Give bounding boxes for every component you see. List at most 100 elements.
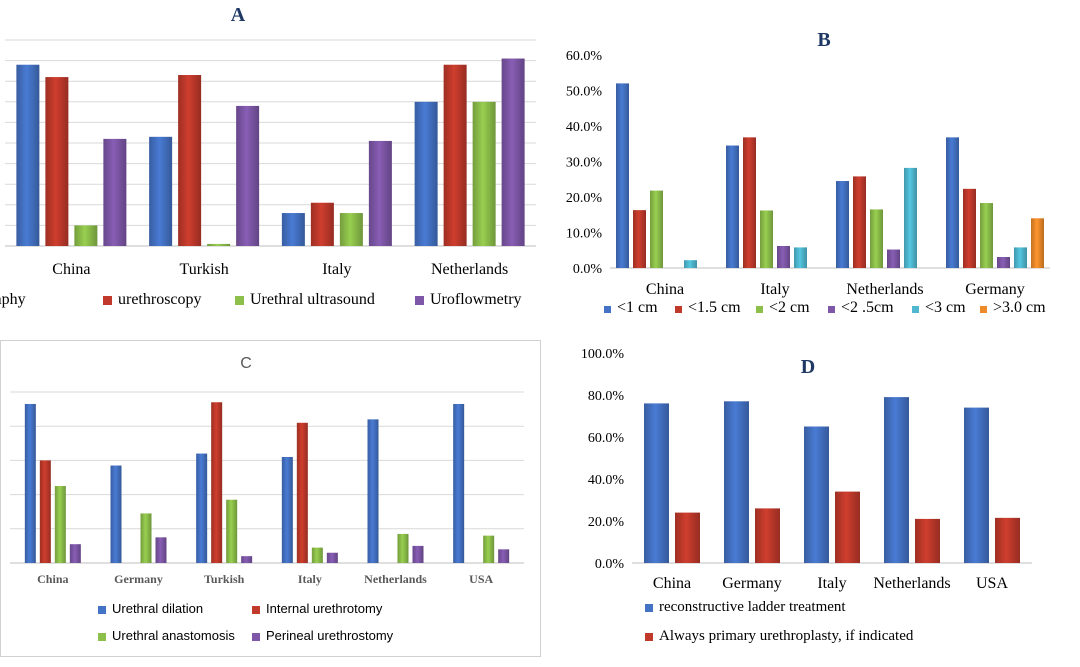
legend-label: rethrography bbox=[0, 291, 26, 308]
panel-a-title: A bbox=[231, 4, 246, 26]
bar-b-2-1 bbox=[853, 176, 866, 268]
bar-c-4-3 bbox=[412, 545, 424, 563]
x-tick-label: USA bbox=[976, 575, 1008, 592]
bar-a-1-0 bbox=[149, 136, 173, 246]
legend-swatch bbox=[645, 604, 653, 612]
panel-a: A China Turkish Italy Netherlands rethrogra… bbox=[0, 4, 536, 308]
bar-c-2-3 bbox=[241, 556, 253, 563]
y-tick-label: 0.0% bbox=[573, 262, 603, 277]
bar-b-1-3 bbox=[777, 245, 790, 268]
bar-b-3-5 bbox=[1031, 218, 1044, 268]
x-tick-label: Netherlands bbox=[873, 575, 950, 592]
y-tick-label: 0.0% bbox=[595, 557, 625, 572]
legend-label: <3 cm bbox=[925, 299, 966, 316]
bar-d-2-1 bbox=[835, 491, 860, 563]
x-tick-label: China bbox=[646, 281, 684, 298]
bar-a-3-1 bbox=[443, 64, 467, 246]
bar-a-1-1 bbox=[178, 75, 202, 247]
panel-b-title: B bbox=[817, 29, 830, 51]
bar-d-3-1 bbox=[915, 518, 940, 563]
legend-label: <1 cm bbox=[617, 299, 658, 316]
panel-c-frame bbox=[0, 340, 541, 657]
y-tick-label: 40.0% bbox=[566, 120, 603, 135]
legend-label: urethroscopy bbox=[118, 291, 202, 308]
bar-c-2-1 bbox=[211, 402, 223, 563]
bar-a-3-2 bbox=[472, 101, 496, 246]
x-tick-label: China bbox=[52, 261, 90, 278]
legend-label: <1.5 cm bbox=[688, 299, 741, 316]
bar-b-3-1 bbox=[963, 188, 976, 268]
legend-swatch bbox=[415, 296, 424, 305]
bar-c-0-1 bbox=[39, 460, 51, 563]
bar-a-3-0 bbox=[414, 101, 438, 246]
bar-c-3-2 bbox=[311, 547, 323, 563]
bar-a-1-2 bbox=[207, 243, 231, 246]
y-tick-label: 60.0% bbox=[566, 49, 603, 64]
bar-a-3-3 bbox=[501, 58, 525, 246]
bar-b-2-4 bbox=[904, 167, 917, 268]
legend-swatch bbox=[604, 306, 611, 313]
x-tick-label: Netherlands bbox=[431, 261, 508, 278]
bar-b-0-0 bbox=[616, 83, 629, 269]
bar-a-0-1 bbox=[45, 77, 69, 246]
legend-swatch bbox=[756, 306, 763, 313]
legend-label: Internal urethrotomy bbox=[266, 601, 383, 616]
legend-swatch bbox=[98, 633, 106, 641]
bar-c-5-2 bbox=[483, 535, 495, 563]
bar-a-0-0 bbox=[16, 64, 40, 246]
x-tick-label: Netherlands bbox=[846, 281, 923, 298]
bar-b-0-1 bbox=[633, 210, 646, 268]
bar-c-3-1 bbox=[296, 422, 308, 563]
y-tick-label: 60.0% bbox=[588, 431, 625, 446]
bar-b-3-0 bbox=[946, 137, 959, 268]
bar-c-5-3 bbox=[498, 549, 510, 563]
bar-b-0-4 bbox=[684, 260, 697, 268]
bar-a-2-3 bbox=[368, 140, 392, 246]
bar-b-0-2 bbox=[650, 190, 663, 268]
y-tick-label: 20.0% bbox=[588, 515, 625, 530]
x-tick-label: Turkish bbox=[180, 261, 229, 278]
panel-c: C China Germany Turkish Italy Netherlands USA… bbox=[0, 340, 541, 657]
bar-a-2-0 bbox=[281, 213, 305, 246]
bar-c-2-0 bbox=[196, 453, 208, 563]
bar-b-2-0 bbox=[836, 181, 849, 268]
legend-swatch bbox=[980, 306, 987, 313]
bar-c-0-0 bbox=[24, 403, 36, 563]
y-tick-label: 100.0% bbox=[581, 347, 625, 362]
panel-d: D 0.0% 20.0% 40.0% 60.0% 80.0% 100.0% China Ge… bbox=[581, 347, 1032, 644]
bar-b-3-4 bbox=[1014, 247, 1027, 268]
legend-swatch bbox=[675, 306, 682, 313]
bar-c-0-3 bbox=[69, 544, 81, 563]
y-tick-label: 40.0% bbox=[588, 473, 625, 488]
legend-label: <2 .5cm bbox=[841, 299, 894, 316]
bar-b-1-1 bbox=[743, 137, 756, 268]
bar-d-0-1 bbox=[675, 512, 700, 563]
x-tick-label: Italy bbox=[817, 575, 846, 592]
bar-c-1-3 bbox=[155, 537, 167, 563]
x-tick-label: Germany bbox=[965, 281, 1025, 298]
legend-label: Uroflowmetry bbox=[430, 291, 522, 308]
panel-c-title: C bbox=[240, 355, 252, 372]
x-tick-label: Italy bbox=[298, 572, 322, 586]
legend-swatch bbox=[235, 296, 244, 305]
legend-swatch bbox=[98, 606, 106, 614]
x-tick-label: Germany bbox=[722, 575, 782, 592]
legend-label: Always primary urethroplasty, if indicat… bbox=[659, 628, 914, 644]
legend-label: Urethral ultrasound bbox=[250, 291, 375, 308]
bar-c-0-2 bbox=[54, 486, 66, 563]
bar-a-2-2 bbox=[339, 213, 363, 246]
bar-a-2-1 bbox=[310, 202, 334, 246]
y-tick-label: 50.0% bbox=[566, 85, 603, 100]
bar-d-1-1 bbox=[755, 508, 780, 563]
x-tick-label: Germany bbox=[114, 572, 163, 586]
bar-d-4-1 bbox=[995, 517, 1020, 563]
y-tick-label: 20.0% bbox=[566, 191, 603, 206]
bar-b-2-2 bbox=[870, 209, 883, 268]
panel-d-title: D bbox=[801, 356, 815, 378]
legend-swatch bbox=[828, 306, 835, 313]
bar-d-3-0 bbox=[884, 397, 909, 563]
bar-c-3-0 bbox=[281, 456, 293, 563]
bar-a-0-2 bbox=[74, 225, 98, 246]
panel-b: B 0.0% 10.0% 20.0% 30.0% 40.0% 50.0% 60.0% Chi… bbox=[566, 29, 1050, 316]
